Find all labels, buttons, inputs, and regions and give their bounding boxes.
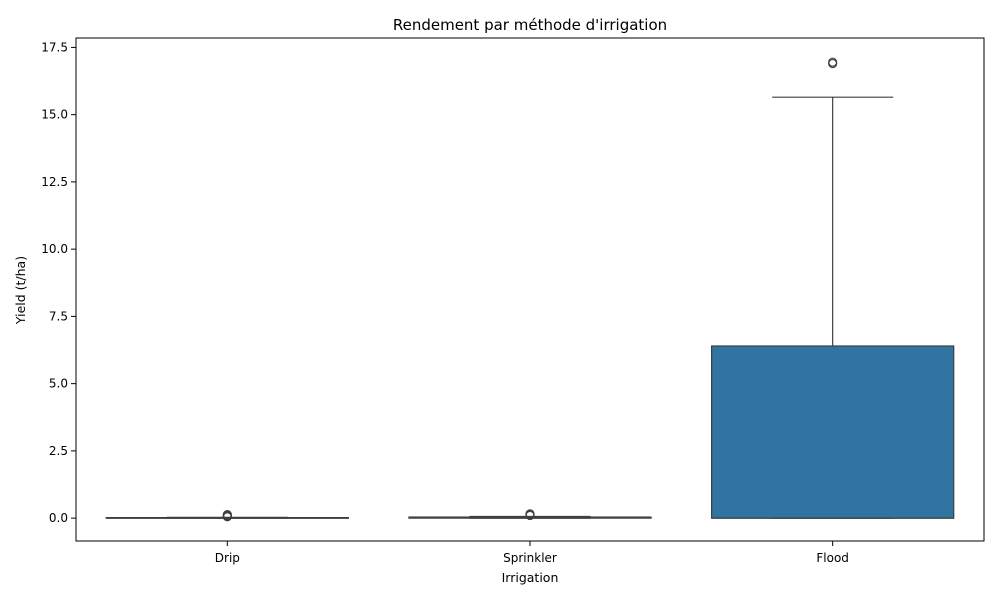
axes-frame — [75, 37, 985, 542]
y-tick-label: 10.0 — [41, 242, 68, 256]
x-tick-label-sprinkler: Sprinkler — [503, 551, 557, 565]
y-tick-label: 17.5 — [41, 40, 68, 54]
y-tick-label: 2.5 — [49, 444, 68, 458]
chart-title: Rendement par méthode d'irrigation — [393, 16, 667, 34]
y-tick-label: 5.0 — [49, 377, 68, 391]
x-tick-label-drip: Drip — [215, 551, 240, 565]
y-tick-label: 12.5 — [41, 175, 68, 189]
x-tick-label-flood: Flood — [816, 551, 849, 565]
box-flood-outlier — [828, 57, 838, 67]
box-drip-outlier — [222, 510, 232, 520]
plot-area: 0.0 2.5 5.0 7.5 10.0 12.5 15.0 17.5 Drip Sprinkle… — [41, 40, 955, 565]
box-flood — [710, 345, 955, 519]
y-tick-label: 0.0 — [49, 511, 68, 525]
x-axis-label: Irrigation — [502, 570, 559, 585]
y-tick-label: 7.5 — [49, 309, 68, 323]
y-tick-label: 15.0 — [41, 108, 68, 122]
box-sprinkler-outlier — [525, 509, 535, 519]
y-axis-label: Yield (t/ha) — [13, 256, 28, 325]
